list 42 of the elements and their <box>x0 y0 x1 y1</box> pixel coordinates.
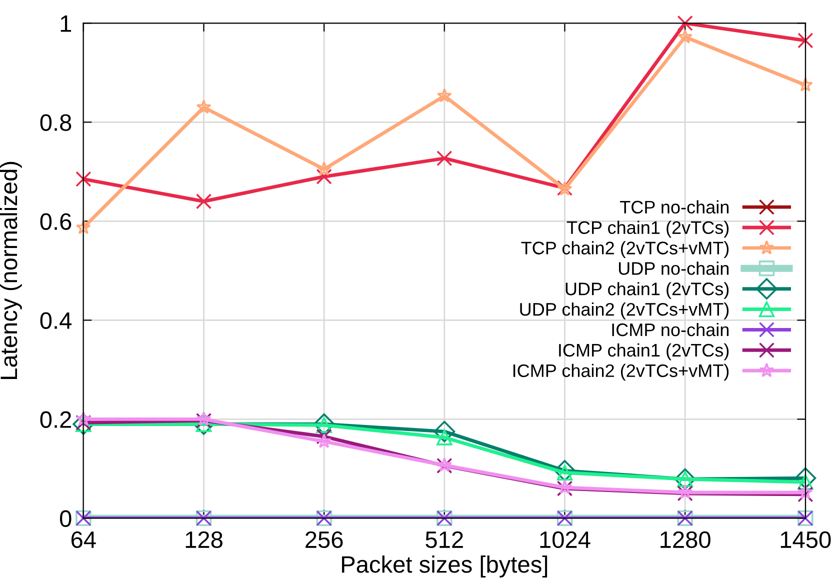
legend-label: ICMP chain2 (2vTCs+vMT) <box>513 364 729 381</box>
point <box>313 413 335 435</box>
point <box>316 434 332 448</box>
x-tick-label: 1024 <box>540 531 590 548</box>
y-tick-label: 0.4 <box>40 312 72 329</box>
y-axis-title: Latency (normalized) <box>0 162 22 379</box>
y-tick-label: 0.6 <box>40 213 72 230</box>
point <box>436 88 452 102</box>
point <box>196 99 212 114</box>
point <box>316 161 332 176</box>
legend-label: ICMP no-chain <box>612 322 729 336</box>
x-tick-label: 256 <box>306 531 343 548</box>
point <box>76 171 92 187</box>
x-tick-label: 1450 <box>780 531 831 548</box>
legend-label: TCP chain2 (2vTCs+vMT) <box>521 241 729 258</box>
legend-label: UDP no-chain <box>618 262 729 275</box>
point <box>436 150 452 166</box>
x-axis-title: Packet sizes [bytes] <box>342 555 548 578</box>
point <box>677 15 693 32</box>
point <box>798 32 814 48</box>
y-tick-label: 1 <box>60 15 72 32</box>
y-tick-label: 0 <box>60 510 72 527</box>
point <box>554 460 576 482</box>
point <box>76 220 91 234</box>
legend-label: ICMP chain1 (2vTCs) <box>559 343 729 360</box>
y-tick-label: 0.8 <box>40 114 72 131</box>
legend-label: TCP chain1 (2vTCs) <box>566 220 729 238</box>
point <box>196 194 212 210</box>
point <box>798 484 813 499</box>
x-tick-label: 64 <box>71 531 96 548</box>
x-tick-label: 1280 <box>660 531 710 548</box>
x-tick-label: 128 <box>186 531 222 548</box>
legend-label: UDP chain1 (2vTCs) <box>566 282 729 299</box>
legend-label: UDP chain2 (2vTCs+vMT) <box>520 302 729 320</box>
point <box>434 420 456 442</box>
point <box>798 77 813 92</box>
y-tick-label: 0.2 <box>40 411 72 428</box>
point <box>794 467 816 489</box>
point <box>678 29 693 44</box>
legend-label: TCP no-chain <box>620 200 729 214</box>
point <box>316 168 332 184</box>
x-tick-label: 512 <box>426 531 463 548</box>
